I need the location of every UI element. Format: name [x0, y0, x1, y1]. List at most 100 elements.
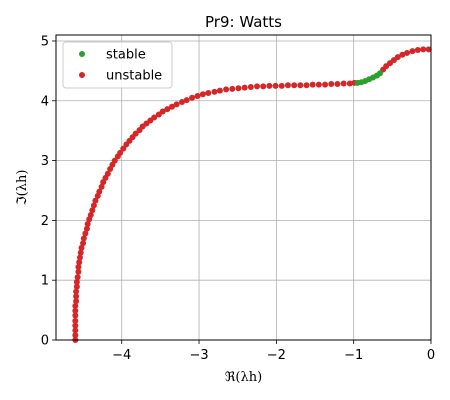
- unstable-point: [92, 197, 99, 204]
- x-tick-label: −4: [112, 348, 131, 363]
- unstable-point: [223, 86, 230, 93]
- plot-frame: [55, 34, 432, 341]
- unstable-point: [75, 264, 82, 271]
- unstable-point: [272, 82, 279, 89]
- unstable-point: [194, 93, 201, 99]
- unstable-point: [322, 81, 329, 88]
- legend-stable-label: stable: [106, 48, 146, 63]
- unstable-point: [168, 103, 175, 110]
- unstable-point: [414, 46, 421, 53]
- unstable-point: [241, 84, 248, 91]
- unstable-point: [340, 80, 347, 87]
- unstable-point: [72, 302, 79, 309]
- unstable-point: [117, 149, 124, 156]
- unstable-point: [247, 84, 254, 91]
- unstable-point: [76, 259, 83, 266]
- legend-unstable-label: unstable: [106, 69, 162, 84]
- unstable-point: [80, 235, 87, 242]
- unstable-point: [83, 225, 90, 232]
- unstable-point: [73, 283, 80, 290]
- y-tick-label: 0: [41, 334, 49, 349]
- legend-unstable-marker: [79, 72, 85, 78]
- stable-point: [376, 70, 383, 77]
- unstable-point: [266, 82, 273, 89]
- legend-stable-marker: [79, 51, 85, 57]
- unstable-point: [73, 298, 80, 305]
- unstable-point: [346, 80, 353, 87]
- unstable-point: [229, 85, 236, 92]
- unstable-point: [80, 240, 87, 247]
- unstable-point: [297, 82, 304, 89]
- unstable-point: [260, 83, 267, 90]
- legend-box: [62, 41, 173, 89]
- unstable-point: [87, 212, 94, 219]
- x-tick-label: −3: [189, 348, 208, 363]
- y-tick-label: 4: [41, 94, 49, 109]
- unstable-point: [235, 85, 242, 92]
- unstable-point: [183, 97, 190, 104]
- unstable-point: [404, 49, 411, 56]
- unstable-point: [284, 82, 291, 89]
- unstable-point: [164, 106, 171, 113]
- x-axis-label: ℜ(λh): [225, 370, 262, 385]
- unstable-point: [216, 87, 223, 94]
- unstable-point: [111, 157, 118, 164]
- unstable-point: [73, 278, 80, 285]
- unstable-point: [75, 268, 82, 275]
- unstable-point: [104, 170, 111, 177]
- unstable-point: [334, 81, 341, 88]
- unstable-point: [409, 48, 416, 55]
- unstable-point: [77, 249, 84, 256]
- unstable-point: [173, 101, 180, 108]
- unstable-point: [309, 81, 316, 88]
- unstable-point: [303, 82, 310, 89]
- unstable-point: [73, 293, 80, 300]
- y-tick-label: 1: [41, 274, 49, 289]
- unstable-point: [159, 108, 166, 115]
- unstable-point: [76, 254, 83, 261]
- unstable-point: [72, 307, 79, 314]
- unstable-point: [211, 88, 218, 95]
- y-tick-label: 5: [41, 34, 49, 49]
- unstable-point: [151, 114, 158, 121]
- x-tick-label: −1: [344, 348, 363, 363]
- y-axis-label: ℑ(λh): [15, 170, 30, 206]
- unstable-point: [72, 327, 79, 334]
- unstable-point: [315, 81, 322, 88]
- y-tick-label: 2: [41, 214, 49, 229]
- unstable-point: [399, 51, 406, 58]
- unstable-point: [74, 274, 81, 281]
- unstable-point: [254, 83, 261, 90]
- unstable-point: [84, 220, 91, 227]
- unstable-point: [73, 288, 80, 295]
- legend: stable unstable: [62, 41, 173, 89]
- unstable-point: [179, 98, 186, 105]
- ticks-layer: −4 −3 −2 −1 0 0 1 2 3 4 5: [41, 34, 435, 363]
- unstable-point: [72, 312, 79, 319]
- unstable-point: [90, 202, 97, 209]
- unstable-point: [189, 94, 196, 101]
- unstable-point: [199, 91, 206, 98]
- chart-title: Pr9: Watts: [205, 13, 282, 31]
- unstable-point: [120, 145, 127, 152]
- x-tick-label: −2: [267, 348, 286, 363]
- unstable-point: [98, 183, 105, 190]
- unstable-point: [205, 90, 212, 97]
- unstable-point: [72, 322, 79, 329]
- unstable-point: [72, 317, 79, 324]
- points-layer: [72, 46, 432, 343]
- unstable-point: [132, 130, 139, 137]
- unstable-point: [278, 82, 285, 89]
- unstable-point: [78, 244, 85, 251]
- unstable-point: [72, 332, 79, 339]
- unstable-point: [291, 82, 298, 89]
- y-tick-label: 3: [41, 154, 49, 169]
- unstable-point: [96, 188, 103, 195]
- unstable-point: [328, 81, 335, 88]
- unstable-point: [89, 207, 96, 214]
- unstable-point: [425, 46, 432, 53]
- unstable-point: [82, 230, 89, 237]
- unstable-point: [394, 54, 401, 61]
